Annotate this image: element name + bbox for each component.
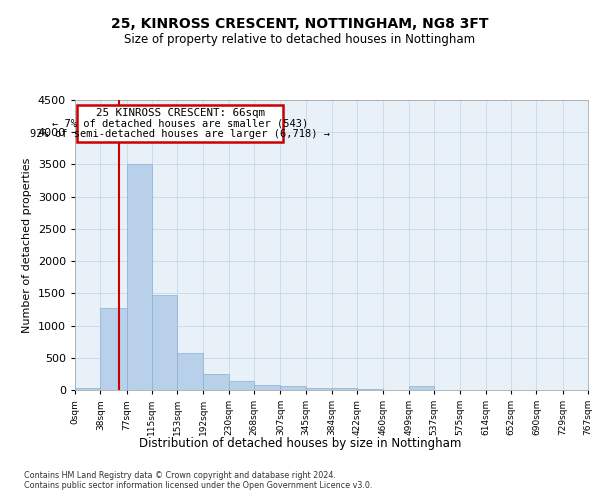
Bar [152, 294, 178, 390]
Bar [254, 384, 280, 390]
Text: Size of property relative to detached houses in Nottingham: Size of property relative to detached ho… [124, 32, 476, 46]
FancyBboxPatch shape [77, 105, 283, 142]
Bar [127, 164, 152, 390]
Text: 92% of semi-detached houses are larger (6,718) →: 92% of semi-detached houses are larger (… [30, 129, 330, 139]
Bar [409, 386, 434, 390]
Y-axis label: Number of detached properties: Number of detached properties [22, 158, 32, 332]
Text: 25 KINROSS CRESCENT: 66sqm: 25 KINROSS CRESCENT: 66sqm [95, 108, 265, 118]
Bar [75, 388, 100, 390]
Text: Contains public sector information licensed under the Open Government Licence v3: Contains public sector information licen… [24, 481, 373, 490]
Text: Contains HM Land Registry data © Crown copyright and database right 2024.: Contains HM Land Registry data © Crown c… [24, 471, 336, 480]
Bar [357, 388, 383, 390]
Bar [280, 386, 306, 390]
Bar [203, 374, 229, 390]
Bar [229, 381, 254, 390]
Text: 25, KINROSS CRESCENT, NOTTINGHAM, NG8 3FT: 25, KINROSS CRESCENT, NOTTINGHAM, NG8 3F… [111, 18, 489, 32]
Bar [100, 308, 127, 390]
Text: ← 7% of detached houses are smaller (543): ← 7% of detached houses are smaller (543… [52, 118, 308, 128]
Bar [178, 352, 203, 390]
Bar [306, 388, 332, 390]
Bar [332, 388, 357, 390]
Text: Distribution of detached houses by size in Nottingham: Distribution of detached houses by size … [139, 438, 461, 450]
